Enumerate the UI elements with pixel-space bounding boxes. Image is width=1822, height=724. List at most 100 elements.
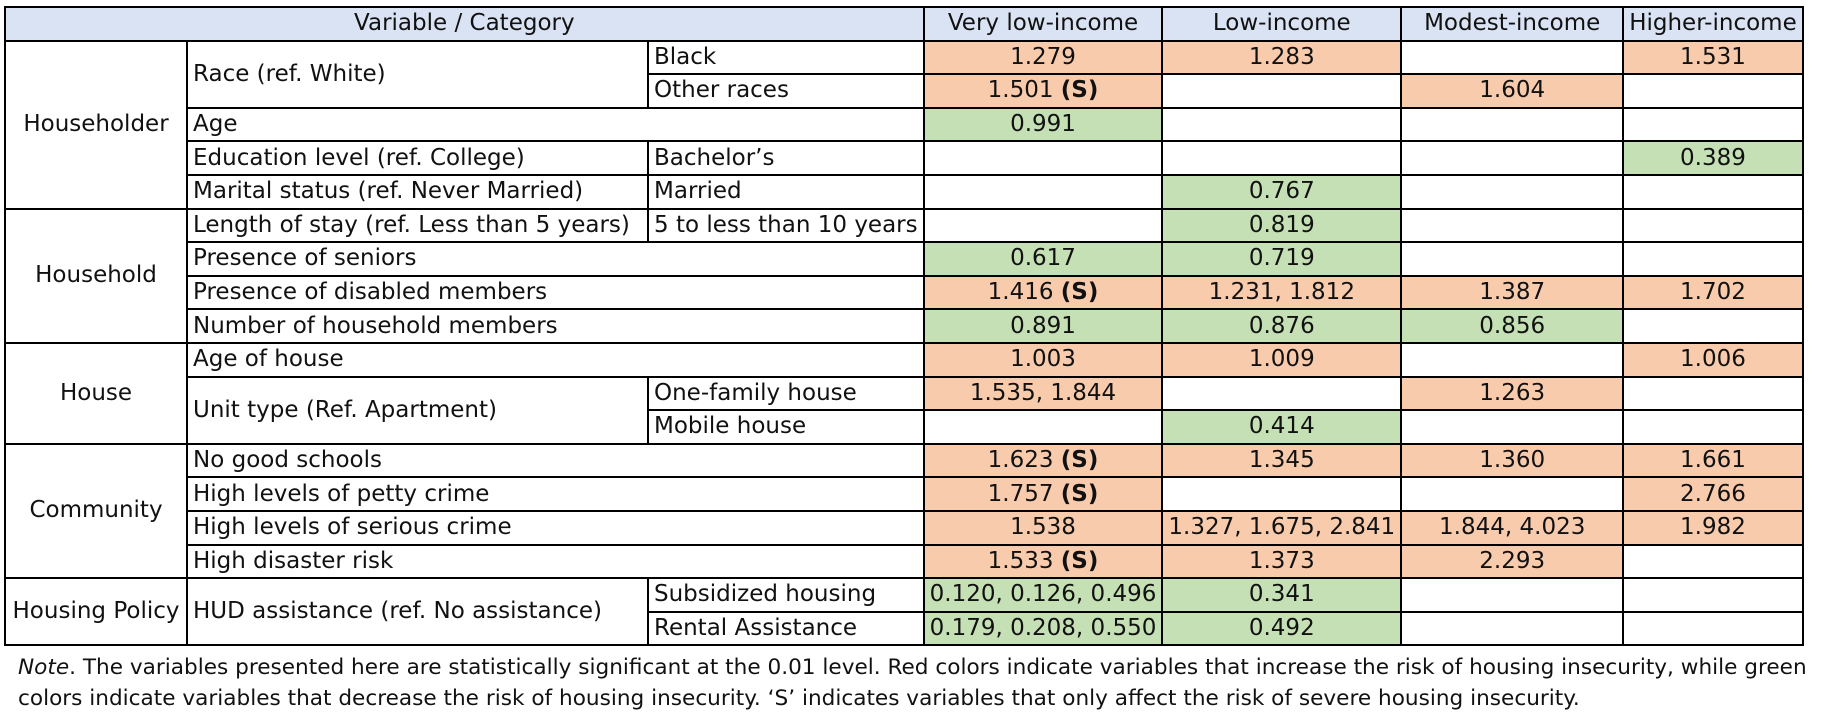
odds-ratio-cell: 0.891 (922, 308, 1164, 344)
table-row: Education level (ref. College) Bachelor’s… (5, 140, 1804, 176)
severe-marker: (S) (1060, 447, 1099, 474)
header-low-income: Low-income (1161, 6, 1403, 42)
odds-ratio-cell (1622, 173, 1804, 210)
variable-label: Age (186, 106, 925, 143)
odds-ratio-value: 1.982 (1680, 514, 1746, 541)
odds-ratio-value: 2.766 (1680, 480, 1746, 507)
odds-ratio-value: 1.501 (987, 77, 1054, 104)
odds-ratio-cell (1622, 241, 1804, 277)
note-text: . The variables presented here are stati… (18, 655, 1807, 711)
odds-ratio-value: 0.991 (1010, 111, 1076, 138)
odds-ratio-cell: 0.767 (1161, 173, 1403, 210)
group-label: Community (4, 442, 188, 580)
category-label: One-family house (647, 375, 925, 412)
odds-ratio-value: 1.373 (1248, 547, 1315, 574)
odds-ratio-value: 1.009 (1248, 346, 1315, 373)
variable-label: Unit type (Ref. Apartment) (186, 375, 649, 445)
table-row: Presence of seniors 0.617 0.719 (5, 241, 1804, 277)
odds-ratio-value: 0.719 (1248, 245, 1315, 272)
odds-ratio-cell: 1.757 (S) (922, 476, 1164, 512)
variable-label: High levels of serious crime (186, 509, 925, 546)
variable-label: Age of house (186, 341, 925, 378)
odds-ratio-cell (1400, 241, 1625, 277)
category-label: Rental Assistance (647, 610, 925, 647)
table-row: Household Length of stay (ref. Less than … (4, 207, 1804, 344)
odds-ratio-cell (922, 140, 1164, 176)
table-row: High levels of serious crime 1.538 1.327, … (5, 509, 1804, 546)
odds-ratio-cell: 1.360 (1400, 442, 1625, 479)
variable-label: No good schools (186, 442, 925, 479)
odds-ratio-cell (1400, 610, 1625, 647)
odds-ratio-cell: 2.766 (1622, 476, 1804, 512)
table-row: Other races 1.501 (S) 1.604 (5, 73, 1804, 109)
variable-label: High disaster risk (186, 543, 925, 580)
odds-ratio-cell (1622, 375, 1804, 412)
category-label: 5 to less than 10 years (647, 207, 925, 244)
odds-ratio-cell (922, 207, 1164, 244)
table-row: Community No good schools 1.623 (S) 1.345 1.… (4, 442, 1804, 580)
odds-ratio-cell: 1.231, 1.812 (1161, 274, 1403, 311)
table-row: House Age of house 1.003 1.009 1.006 (4, 341, 1804, 445)
odds-ratio-cell (1622, 543, 1804, 580)
variable-label: Presence of seniors (186, 241, 925, 277)
odds-ratio-cell (922, 173, 1164, 210)
category-label: Married (647, 173, 925, 210)
category-label: Black (647, 39, 925, 76)
category-label: Other races (647, 73, 925, 109)
odds-ratio-value: 1.360 (1479, 447, 1546, 474)
table-row: High levels of petty crime 1.757 (S) 2.766 (5, 476, 1804, 512)
table-row: Presence of disabled members 1.416 (S) 1.2… (5, 274, 1804, 311)
odds-ratio-value: 1.535, 1.844 (969, 379, 1117, 406)
odds-ratio-value: 1.327, 1.675, 2.841 (1168, 514, 1396, 541)
odds-ratio-value: 1.416 (987, 279, 1054, 306)
table-row: Unit type (Ref. Apartment) One-family hou… (5, 375, 1804, 445)
odds-ratio-cell: 1.844, 4.023 (1400, 509, 1625, 546)
odds-ratio-value: 0.876 (1248, 312, 1315, 339)
odds-ratio-cell: 1.387 (1400, 274, 1625, 311)
odds-ratio-value: 2.293 (1479, 547, 1546, 574)
header-row: Variable / Category Very low-income Low-… (4, 6, 1804, 42)
odds-ratio-value: 0.492 (1248, 614, 1315, 641)
odds-ratio-cell (1161, 476, 1403, 512)
odds-ratio-cell: 1.263 (1400, 375, 1625, 412)
table-row: Householder Race (ref. White) Black 1.279 1.… (4, 39, 1804, 210)
odds-ratio-value: 1.531 (1680, 43, 1746, 70)
odds-ratio-cell: 1.373 (1161, 543, 1403, 580)
odds-ratio-value: 0.617 (1010, 245, 1076, 272)
odds-ratio-cell: 1.661 (1622, 442, 1804, 479)
header-variable-category: Variable / Category (4, 6, 925, 42)
odds-ratio-value: 1.702 (1680, 279, 1746, 306)
table-row: Mobile house 0.414 (5, 409, 1804, 445)
odds-ratio-value: 1.263 (1479, 379, 1546, 406)
odds-ratio-cell (1161, 73, 1403, 109)
odds-ratio-cell: 0.389 (1622, 140, 1804, 176)
odds-ratio-cell (1161, 140, 1403, 176)
odds-ratio-value: 1.661 (1680, 447, 1746, 474)
table-row: Age 0.991 (5, 106, 1804, 143)
variable-label: Length of stay (ref. Less than 5 years) (186, 207, 649, 244)
odds-ratio-cell (1622, 308, 1804, 344)
category-label: Mobile house (647, 409, 925, 445)
odds-ratio-cell (1400, 140, 1625, 176)
odds-ratio-cell (1400, 476, 1625, 512)
variable-label: HUD assistance (ref. No assistance) (186, 577, 649, 647)
header-very-low-income: Very low-income (922, 6, 1164, 42)
odds-ratio-value: 1.231, 1.812 (1208, 279, 1355, 306)
odds-ratio-cell (1161, 106, 1403, 143)
odds-ratio-cell: 1.345 (1161, 442, 1403, 479)
variable-label: Race (ref. White) (186, 39, 649, 109)
odds-ratio-cell: 2.293 (1400, 543, 1625, 580)
category-label: Subsidized housing (647, 577, 925, 613)
odds-ratio-value: 0.819 (1248, 211, 1315, 238)
variable-label: High levels of petty crime (186, 476, 925, 512)
odds-ratio-cell: 1.604 (1400, 73, 1625, 109)
odds-ratio-value: 0.767 (1248, 178, 1315, 205)
odds-ratio-cell (1622, 409, 1804, 445)
note-label: Note (18, 655, 70, 680)
odds-ratio-value: 0.389 (1680, 144, 1746, 171)
odds-ratio-value: 1.006 (1680, 346, 1746, 373)
odds-ratio-value: 0.179, 0.208, 0.550 (929, 614, 1157, 641)
table-row: Housing Policy HUD assistance (ref. No as… (4, 577, 1804, 647)
odds-ratio-cell: 1.327, 1.675, 2.841 (1161, 509, 1403, 546)
odds-ratio-value: 1.283 (1248, 43, 1315, 70)
